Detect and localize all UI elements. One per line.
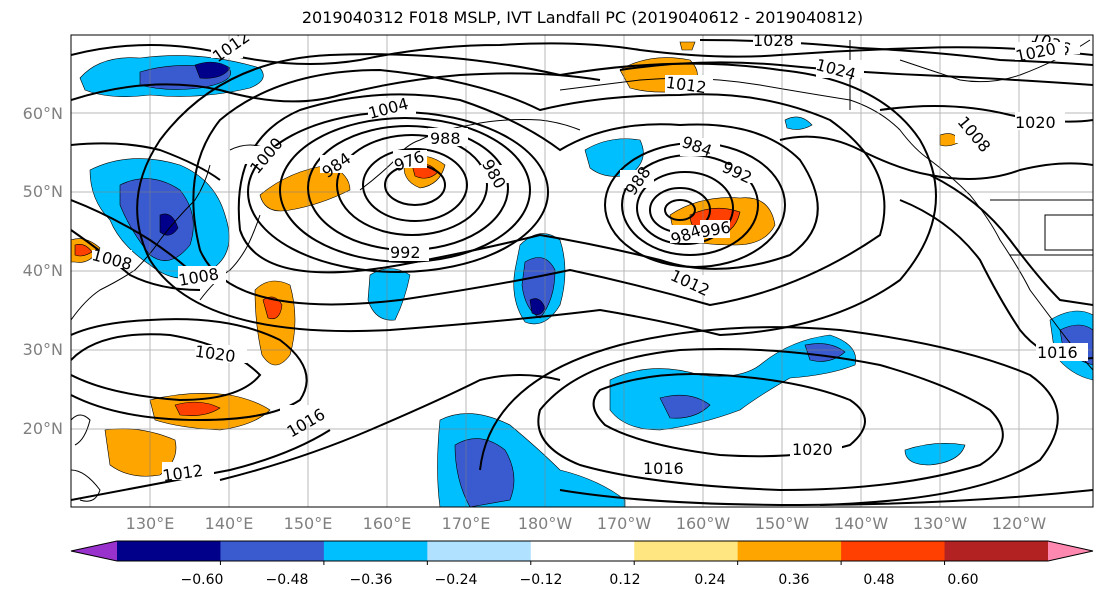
colorbar-swatch	[323, 541, 428, 561]
lon-label-120w: 120°W	[991, 514, 1047, 533]
colorbar-tick-label: −0.60	[180, 572, 224, 588]
colorbar-extend-high	[1048, 541, 1093, 561]
map-title: 2019040312 F018 MSLP, IVT Landfall PC (2…	[301, 8, 864, 27]
colorbar-swatch	[427, 541, 532, 561]
contour-label: 992	[390, 243, 421, 262]
contour-label: 1016	[1037, 343, 1078, 362]
lon-label-170e: 170°E	[441, 514, 491, 533]
lat-label-20n: 20°N	[22, 419, 63, 438]
colorbar-swatch	[944, 541, 1049, 561]
contour-label: 988	[430, 129, 461, 148]
colorbar-swatch	[220, 541, 325, 561]
colorbar-tick-label: 0.36	[778, 572, 810, 588]
lon-label-150w: 150°W	[754, 514, 810, 533]
colorbar-tick-label: −0.48	[265, 572, 309, 588]
colorbar-outline	[70, 540, 1094, 562]
lon-label-150e: 150°E	[283, 514, 333, 533]
lon-label-180w: 180°W	[517, 514, 573, 533]
contour-label: 1016	[643, 459, 684, 478]
lat-label-30n: 30°N	[22, 340, 63, 359]
lat-label-50n: 50°N	[22, 182, 63, 201]
lon-label-130w: 130°W	[912, 514, 968, 533]
map-frame	[70, 34, 1094, 508]
colorbar-swatch	[634, 541, 739, 561]
colorbar-tick-label: −0.24	[434, 572, 478, 588]
colorbar-tick-label: 0.12	[609, 572, 641, 588]
colorbar-swatch	[841, 541, 946, 561]
colorbar-swatch	[117, 541, 221, 561]
colorbar-tick-label: 0.60	[947, 572, 979, 588]
colorbar-swatch	[530, 541, 635, 561]
colorbar	[70, 540, 1094, 565]
map-panel: 1012 1004 1000 1008 1008 988 984 976 980…	[71, 31, 1093, 507]
lon-label-140w: 140°W	[833, 514, 889, 533]
lon-label-130e: 130°E	[125, 514, 175, 533]
contour-label: 1020	[792, 440, 833, 459]
contour-label: 1020	[1015, 113, 1056, 132]
colorbar-extend-low	[71, 541, 117, 561]
colorbar-swatch	[737, 541, 842, 561]
colorbar-tick-label: 0.48	[863, 572, 895, 588]
lat-label-40n: 40°N	[22, 261, 63, 280]
contour-label: 1028	[753, 31, 794, 50]
lon-label-140e: 140°E	[204, 514, 254, 533]
gridlines	[71, 35, 1093, 507]
colorbar-tick-label: −0.36	[349, 572, 393, 588]
lon-label-160w: 160°W	[675, 514, 731, 533]
lon-label-170w: 170°W	[596, 514, 652, 533]
colorbar-tick-label: −0.12	[519, 572, 563, 588]
lat-label-60n: 60°N	[22, 104, 63, 123]
colorbar-tick-label: 0.24	[694, 572, 726, 588]
lon-label-160e: 160°E	[362, 514, 412, 533]
